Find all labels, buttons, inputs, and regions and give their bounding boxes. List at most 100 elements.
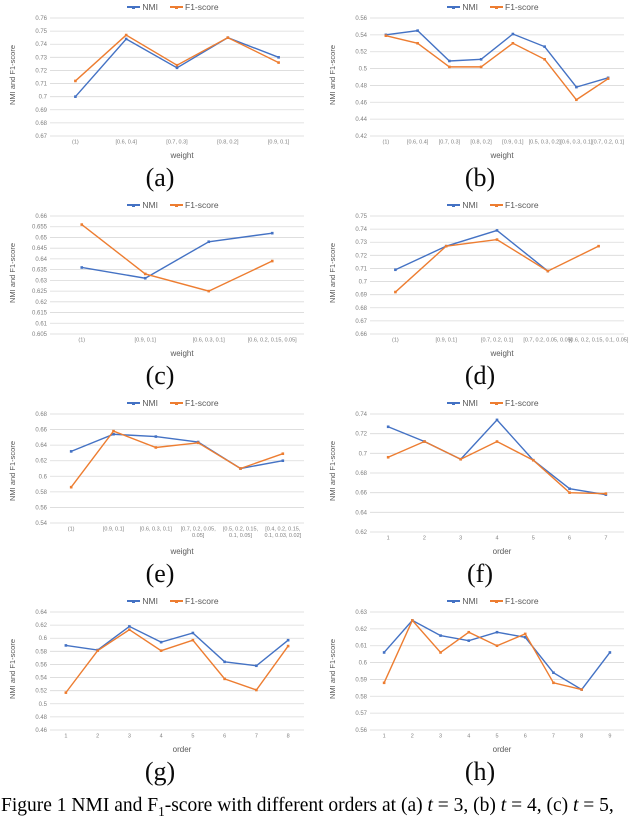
- svg-text:0.64: 0.64: [35, 443, 47, 449]
- svg-text:[0.5, 0.2, 0.15,0.1, 0.05]: [0.5, 0.2, 0.15, 0.1, 0.05]: [222, 527, 258, 540]
- caption-text: = 5,: [578, 795, 614, 816]
- chart-panel-c: NMI F1-score NMI and F1-score 0.605 0.61 0…: [0, 198, 320, 396]
- svg-text:[0.6, 0.4]: [0.6, 0.4]: [115, 140, 137, 146]
- chart-legend: NMI F1-score: [447, 1, 539, 13]
- line-plot: 0.56 0.57 0.58 0.59 0.6 0.61 0.62 0.63 1 2 3 4 5 6 7 8 9: [355, 610, 624, 740]
- svg-text:0.5: 0.5: [38, 702, 47, 708]
- y-axis-label: NMI and F1-score: [7, 440, 17, 502]
- nmi-line-marker-icon: [127, 203, 141, 207]
- svg-text:2: 2: [422, 536, 425, 542]
- svg-text:0.63: 0.63: [35, 278, 47, 284]
- svg-text:0.66: 0.66: [355, 332, 367, 338]
- svg-text:0.6: 0.6: [38, 636, 47, 642]
- svg-text:[0.8, 0.2]: [0.8, 0.2]: [470, 140, 492, 146]
- figure-caption: Figure 1 NMI and F1-score with different…: [0, 792, 640, 820]
- svg-text:7: 7: [551, 734, 554, 740]
- svg-text:6: 6: [568, 536, 571, 542]
- chart-panel-e: NMI F1-score NMI and F1-score 0.54 0.56 0.…: [0, 396, 320, 594]
- f1-marker-dot-icon: [175, 599, 179, 603]
- line-plot: 0.605 0.61 0.615 0.62 0.625 0.63 0.635 0.64 0.64…: [31, 214, 304, 344]
- svg-text:0.64: 0.64: [35, 610, 47, 616]
- svg-text:[0.9, 0.1]: [0.9, 0.1]: [267, 140, 289, 146]
- svg-text:[0.7, 0.3]: [0.7, 0.3]: [166, 140, 188, 146]
- svg-text:4: 4: [467, 734, 470, 740]
- f1-marker-dot-icon: [175, 5, 179, 9]
- chart-body: NMI and F1-score 0.66 0.67 0.68 0.69 0.7 0.71…: [327, 211, 634, 349]
- x-axis-label: weight: [490, 349, 514, 358]
- svg-text:[0.9, 0.1]: [0.9, 0.1]: [102, 527, 124, 533]
- chart-panel-a: NMI F1-score NMI and F1-score 0.67 0.68 0.…: [0, 0, 320, 198]
- chart-body: NMI and F1-score 0.605 0.61 0.615 0.62 0.625…: [7, 211, 314, 349]
- f1-marker-dot-icon: [175, 203, 179, 207]
- svg-text:0.7: 0.7: [358, 280, 367, 286]
- svg-text:5: 5: [495, 734, 498, 740]
- svg-text:0.73: 0.73: [35, 55, 47, 61]
- subfigure-label: (d): [464, 361, 496, 390]
- svg-text:0.6: 0.6: [38, 474, 47, 480]
- line-plot: 0.54 0.56 0.58 0.6 0.62 0.64 0.66 0.68 (1) [0.9, …: [35, 412, 304, 540]
- svg-text:[0.5, 0.3, 0.2]: [0.5, 0.3, 0.2]: [528, 140, 561, 146]
- line-plot: 0.46 0.48 0.5 0.52 0.54 0.56 0.58 0.6 0.62 0.64 1 2…: [35, 610, 304, 740]
- subfigure-label: (a): [145, 163, 175, 192]
- legend-item-nmi: NMI: [127, 200, 158, 210]
- svg-text:1: 1: [382, 734, 385, 740]
- f1-line-marker-icon: [490, 599, 504, 603]
- nmi-marker-dot-icon: [452, 401, 456, 405]
- subfigure-label: (g): [144, 757, 176, 786]
- svg-text:0.63: 0.63: [355, 610, 367, 616]
- chart-body: NMI and F1-score 0.56 0.57 0.58 0.59 0.6 0.61…: [327, 607, 634, 745]
- legend-item-nmi: NMI: [127, 2, 158, 12]
- legend-item-nmi: NMI: [127, 596, 158, 606]
- svg-text:[0.6, 0.3, 0.1]: [0.6, 0.3, 0.1]: [139, 527, 172, 533]
- svg-text:0.61: 0.61: [35, 321, 47, 327]
- chart-panel-b: NMI F1-score NMI and F1-score 0.42 0.44 0.…: [320, 0, 640, 198]
- x-axis-label: order: [492, 745, 512, 754]
- chart-legend: NMI F1-score: [127, 595, 219, 607]
- f1-line-marker-icon: [170, 203, 184, 207]
- svg-text:0.62: 0.62: [35, 623, 47, 629]
- svg-text:0.54: 0.54: [35, 521, 47, 527]
- svg-text:[0.6, 0.2, 0.15, 0.1, 0.05]: [0.6, 0.2, 0.15, 0.1, 0.05]: [568, 338, 628, 344]
- f1-marker-dot-icon: [495, 599, 499, 603]
- svg-text:1: 1: [386, 536, 389, 542]
- nmi-marker-dot-icon: [132, 203, 136, 207]
- legend-label-nmi: NMI: [462, 200, 479, 210]
- f1-marker-dot-icon: [175, 401, 179, 405]
- svg-text:0.71: 0.71: [355, 266, 367, 272]
- svg-text:[0.6, 0.4]: [0.6, 0.4]: [406, 140, 428, 146]
- svg-text:3: 3: [459, 536, 462, 542]
- legend-item-f1: F1-score: [170, 200, 219, 210]
- x-axis-label: weight: [170, 151, 194, 160]
- svg-text:0.48: 0.48: [355, 83, 367, 89]
- caption-text: = 4, (c): [506, 795, 573, 816]
- svg-text:[0.7, 0.3]: [0.7, 0.3]: [438, 140, 460, 146]
- f1-marker-dot-icon: [495, 5, 499, 9]
- legend-label-nmi: NMI: [142, 596, 159, 606]
- svg-text:0.54: 0.54: [35, 676, 47, 682]
- legend-label-f1: F1-score: [505, 200, 539, 210]
- svg-text:0.44: 0.44: [355, 117, 367, 123]
- f1-marker-dot-icon: [495, 401, 499, 405]
- svg-text:[0.9, 0.1]: [0.9, 0.1]: [134, 338, 156, 344]
- svg-text:0.69: 0.69: [35, 108, 47, 114]
- chart-grid: NMI F1-score NMI and F1-score 0.67 0.68 0.…: [0, 0, 640, 786]
- svg-text:0.67: 0.67: [35, 134, 47, 140]
- legend-item-nmi: NMI: [127, 398, 158, 408]
- subfigure-label: (e): [145, 559, 175, 588]
- svg-text:0.66: 0.66: [355, 491, 367, 497]
- chart-body: NMI and F1-score 0.46 0.48 0.5 0.52 0.54 0.56…: [7, 607, 314, 745]
- chart-legend: NMI F1-score: [447, 397, 539, 409]
- y-axis-label: NMI and F1-score: [327, 44, 337, 106]
- svg-text:2: 2: [410, 734, 413, 740]
- chart-body: NMI and F1-score 0.62 0.64 0.66 0.68 0.7 0.72…: [327, 409, 634, 547]
- svg-text:0.7: 0.7: [38, 95, 47, 101]
- svg-text:0.62: 0.62: [355, 627, 367, 633]
- svg-text:1: 1: [64, 734, 67, 740]
- svg-text:0.66: 0.66: [35, 214, 47, 220]
- svg-text:0.655: 0.655: [31, 225, 47, 231]
- nmi-line-marker-icon: [127, 5, 141, 9]
- caption-subscript: 1: [158, 803, 165, 819]
- svg-text:0.59: 0.59: [355, 677, 367, 683]
- svg-text:0.62: 0.62: [355, 530, 367, 536]
